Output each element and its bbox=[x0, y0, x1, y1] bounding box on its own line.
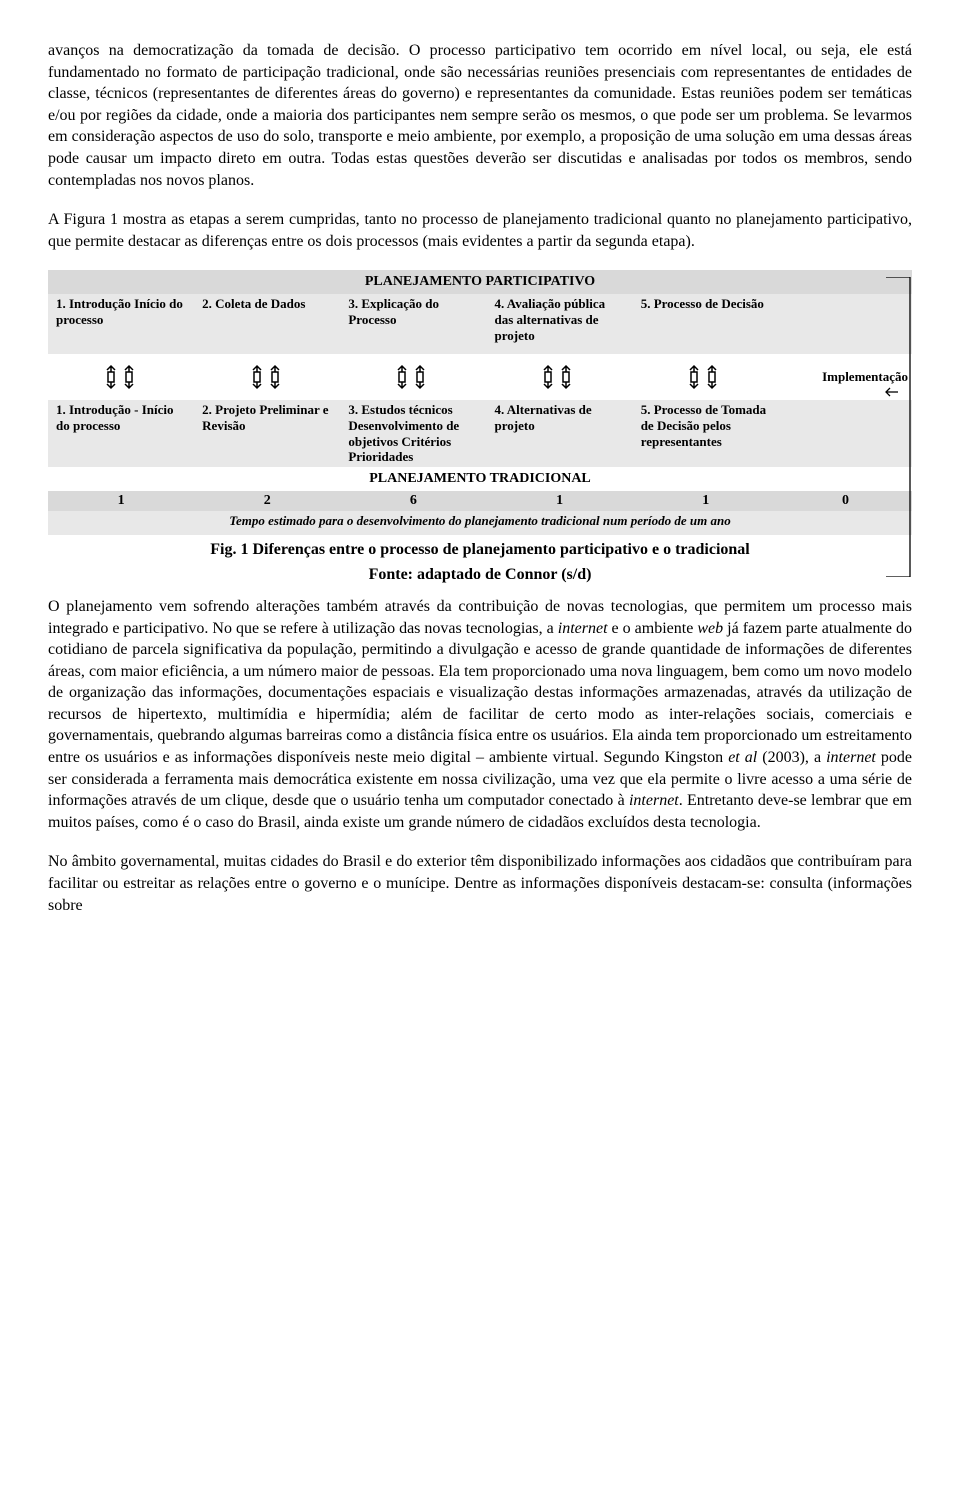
italic-web: web bbox=[697, 620, 723, 637]
part-step-empty bbox=[779, 294, 912, 354]
tradicional-row: 1. Introdução - Início do processo 2. Pr… bbox=[48, 400, 912, 466]
double-arrow-icon bbox=[392, 356, 432, 398]
p3-seg-c: já fazem parte atualmente do cotidiano d… bbox=[48, 620, 912, 767]
time-val-4: 1 bbox=[487, 491, 633, 511]
arrow-row: Implementação bbox=[48, 354, 912, 400]
arrow-pair-5 bbox=[631, 356, 777, 398]
arrow-pair-4 bbox=[485, 356, 631, 398]
implementation-text: Implementação bbox=[822, 369, 908, 385]
trad-step-3: 3. Estudos técnicos Desenvolvimento de o… bbox=[340, 400, 486, 466]
participativo-row: 1. Introdução Início do processo 2. Cole… bbox=[48, 294, 912, 354]
italic-internet-1: internet bbox=[558, 620, 608, 637]
paragraph-1: avanços na democratização da tomada de d… bbox=[48, 40, 912, 191]
figure-1: PLANEJAMENTO PARTICIPATIVO 1. Introdução… bbox=[48, 270, 912, 586]
part-step-4: 4. Avaliação pública das alternativas de… bbox=[487, 294, 633, 354]
fig-title-top: PLANEJAMENTO PARTICIPATIVO bbox=[48, 270, 912, 294]
trad-step-4: 4. Alternativas de projeto bbox=[487, 400, 633, 466]
part-step-3: 3. Explicação do Processo bbox=[340, 294, 486, 354]
double-arrow-icon bbox=[247, 356, 287, 398]
time-caption: Tempo estimado para o desenvolvimento do… bbox=[48, 511, 912, 535]
trad-step-5: 5. Processo de Tomada de Decisão pelos r… bbox=[633, 400, 779, 466]
part-step-2: 2. Coleta de Dados bbox=[194, 294, 340, 354]
time-values-row: 1 2 6 1 1 0 bbox=[48, 491, 912, 511]
arrow-pair-2 bbox=[194, 356, 340, 398]
arrow-pair-3 bbox=[340, 356, 486, 398]
part-step-5: 5. Processo de Decisão bbox=[633, 294, 779, 354]
time-val-6: 0 bbox=[779, 491, 912, 511]
arrow-pair-1 bbox=[48, 356, 194, 398]
paragraph-3: O planejamento vem sofrendo alterações t… bbox=[48, 596, 912, 834]
time-val-3: 6 bbox=[340, 491, 486, 511]
italic-internet-3: internet bbox=[629, 792, 679, 809]
implementation-label: Implementação bbox=[777, 369, 912, 385]
paragraph-2: A Figura 1 mostra as etapas a serem cump… bbox=[48, 209, 912, 252]
italic-etal: et al bbox=[728, 749, 757, 766]
p3-seg-b: e o ambiente bbox=[608, 620, 698, 637]
time-val-5: 1 bbox=[633, 491, 779, 511]
double-arrow-icon bbox=[538, 356, 578, 398]
italic-internet-2: internet bbox=[826, 749, 876, 766]
paragraph-4: No âmbito governamental, muitas cidades … bbox=[48, 851, 912, 916]
double-arrow-icon bbox=[101, 356, 141, 398]
trad-step-1: 1. Introdução - Início do processo bbox=[48, 400, 194, 466]
p3-seg-d: (2003), a bbox=[757, 749, 826, 766]
time-val-1: 1 bbox=[48, 491, 194, 511]
figure-caption-1: Fig. 1 Diferenças entre o processo de pl… bbox=[48, 539, 912, 561]
figure-caption-2: Fonte: adaptado de Connor (s/d) bbox=[48, 564, 912, 586]
double-arrow-icon bbox=[684, 356, 724, 398]
time-val-2: 2 bbox=[194, 491, 340, 511]
part-step-1: 1. Introdução Início do processo bbox=[48, 294, 194, 354]
trad-step-2: 2. Projeto Preliminar e Revisão bbox=[194, 400, 340, 466]
trad-step-empty bbox=[779, 400, 912, 466]
fig-title-bottom: PLANEJAMENTO TRADICIONAL bbox=[48, 467, 912, 491]
